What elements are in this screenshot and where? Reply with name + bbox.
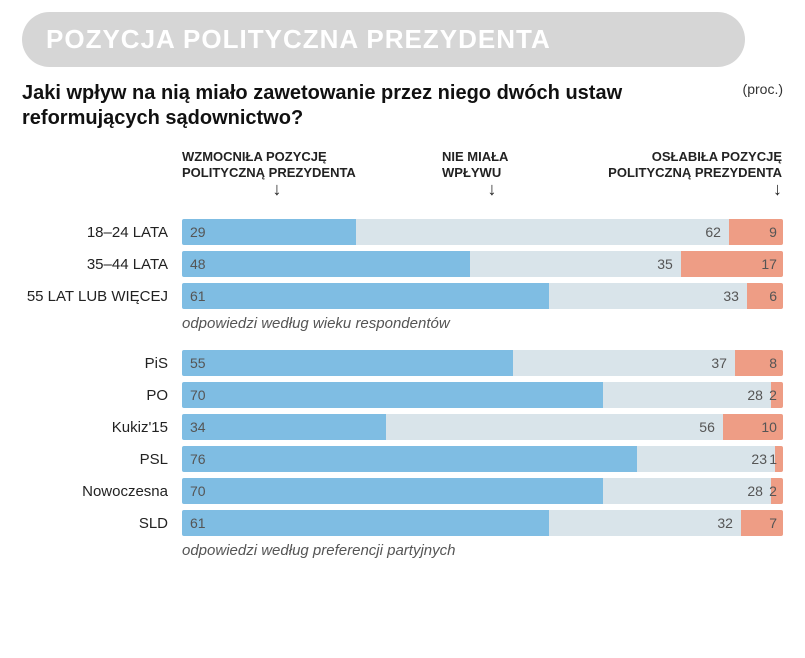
- unit-label: (proc.): [743, 81, 783, 97]
- stacked-bar: 483517: [182, 251, 783, 277]
- stacked-bar: 61327: [182, 510, 783, 536]
- stacked-bar: 70282: [182, 478, 783, 504]
- bar-segment: 48: [182, 251, 470, 277]
- bar-segment: 56: [386, 414, 723, 440]
- row-label: PO: [22, 387, 182, 404]
- legend-noeffect: NIE MIAŁA WPŁYWU ↓: [442, 149, 542, 197]
- legend-c-text: OSŁABIŁA POZYCJĘ POLITYCZNĄ PREZYDENTA: [608, 149, 782, 180]
- bar-segment: 8: [735, 350, 783, 376]
- bar-segment: 28: [603, 382, 771, 408]
- legend-arrow-icon: ↓: [182, 182, 372, 196]
- legend-a-text: WZMOCNIŁA POZYCJĘ POLITYCZNĄ PREZYDENTA: [182, 149, 356, 180]
- bar-segment: 7: [741, 510, 783, 536]
- bar-row: PO70282: [22, 382, 783, 408]
- stacked-bar: 55378: [182, 350, 783, 376]
- bar-segment: 29: [182, 219, 356, 245]
- legend-b-text: NIE MIAŁA WPŁYWU: [442, 149, 508, 180]
- group-caption: odpowiedzi według wieku respondentów: [182, 315, 783, 332]
- bar-row: SLD61327: [22, 510, 783, 536]
- subhead-row: Jaki wpływ na nią miało zawetowanie prze…: [22, 81, 783, 131]
- chart-title-pill: POZYCJA POLITYCZNA PREZYDENTA: [22, 12, 745, 67]
- legend-weakened: OSŁABIŁA POZYCJĘ POLITYCZNĄ PREZYDENTA ↓: [582, 149, 782, 197]
- legend: WZMOCNIŁA POZYCJĘ POLITYCZNĄ PREZYDENTA …: [182, 149, 783, 219]
- stacked-bar: 61336: [182, 283, 783, 309]
- stacked-bar: 76231: [182, 446, 783, 472]
- bar-segment: 37: [513, 350, 735, 376]
- legend-arrow-icon: ↓: [582, 182, 782, 196]
- bar-segment: 17: [681, 251, 783, 277]
- bar-row: PiS55378: [22, 350, 783, 376]
- bar-row: 55 LAT LUB WIĘCEJ61336: [22, 283, 783, 309]
- bar-segment: 62: [356, 219, 729, 245]
- row-label: PiS: [22, 355, 182, 372]
- bar-segment: 6: [747, 283, 783, 309]
- bar-segment: 34: [182, 414, 386, 440]
- chart-subhead: Jaki wpływ na nią miało zawetowanie prze…: [22, 81, 669, 131]
- bar-segment: 76: [182, 446, 637, 472]
- row-label: 35–44 LATA: [22, 256, 182, 273]
- stacked-bar: 345610: [182, 414, 783, 440]
- row-label: Nowoczesna: [22, 483, 182, 500]
- bar-segment: 55: [182, 350, 513, 376]
- chart-title: POZYCJA POLITYCZNA PREZYDENTA: [46, 24, 551, 54]
- row-label: Kukiz'15: [22, 419, 182, 436]
- bar-row: PSL76231: [22, 446, 783, 472]
- bar-segment: 61: [182, 510, 549, 536]
- row-label: 55 LAT LUB WIĘCEJ: [22, 288, 182, 305]
- bar-segment: 23: [637, 446, 775, 472]
- stacked-bar: 29629: [182, 219, 783, 245]
- legend-strengthened: WZMOCNIŁA POZYCJĘ POLITYCZNĄ PREZYDENTA …: [182, 149, 372, 197]
- bar-segment: 1: [775, 446, 783, 472]
- bar-segment: 70: [182, 478, 603, 504]
- bar-segment: 35: [470, 251, 680, 277]
- bar-segment: 28: [603, 478, 771, 504]
- row-label: PSL: [22, 451, 182, 468]
- bar-segment: 61: [182, 283, 549, 309]
- bar-segment: 32: [549, 510, 741, 536]
- stacked-bar: 70282: [182, 382, 783, 408]
- bar-segment: 2: [771, 382, 783, 408]
- row-label: 18–24 LATA: [22, 224, 182, 241]
- bar-row: 18–24 LATA29629: [22, 219, 783, 245]
- stacked-bar-chart: 18–24 LATA2962935–44 LATA48351755 LAT LU…: [22, 219, 783, 559]
- legend-arrow-icon: ↓: [442, 182, 542, 196]
- bar-segment: 10: [723, 414, 783, 440]
- bar-row: Kukiz'15345610: [22, 414, 783, 440]
- group-caption: odpowiedzi według preferencji partyjnych: [182, 542, 783, 559]
- bar-segment: 33: [549, 283, 747, 309]
- bar-segment: 70: [182, 382, 603, 408]
- bar-segment: 2: [771, 478, 783, 504]
- row-label: SLD: [22, 515, 182, 532]
- bar-row: Nowoczesna70282: [22, 478, 783, 504]
- bar-segment: 9: [729, 219, 783, 245]
- bar-row: 35–44 LATA483517: [22, 251, 783, 277]
